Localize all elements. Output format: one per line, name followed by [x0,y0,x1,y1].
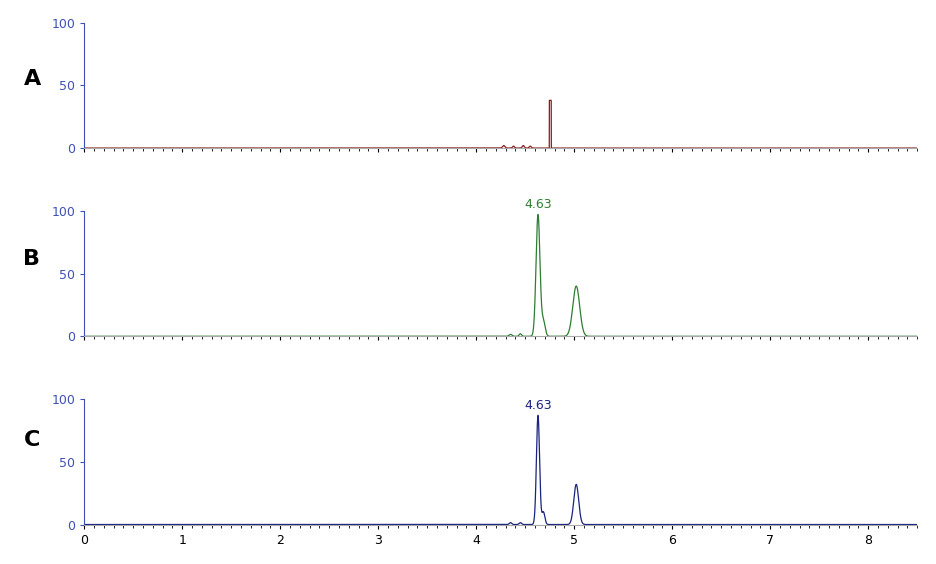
Text: 4.63: 4.63 [524,198,552,211]
Text: B: B [23,249,40,270]
Text: 4.63: 4.63 [524,399,552,412]
Text: C: C [23,430,39,450]
Text: A: A [23,69,40,89]
